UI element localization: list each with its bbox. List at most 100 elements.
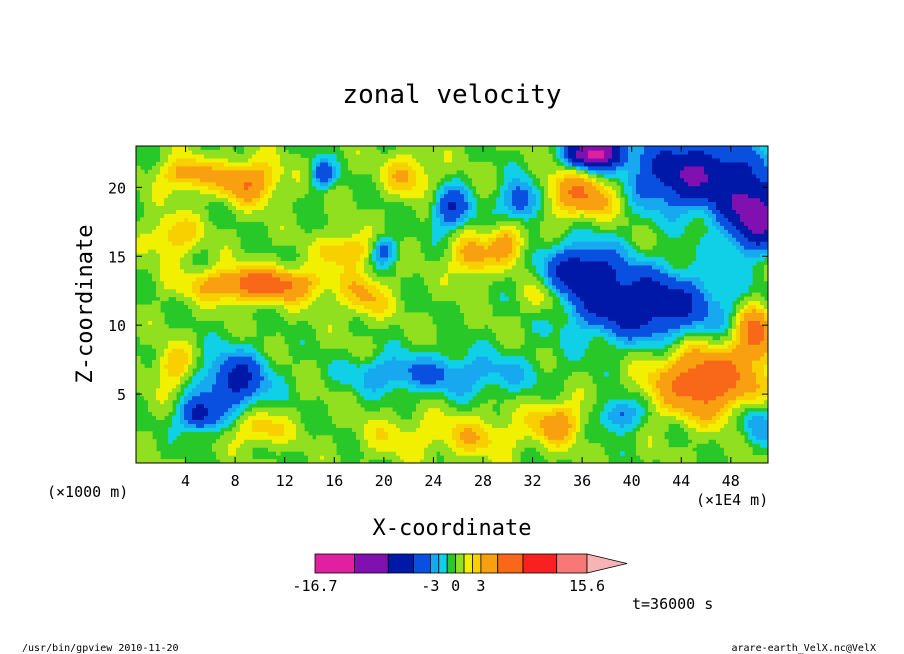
field-cell xyxy=(660,320,665,325)
field-cell xyxy=(172,340,177,345)
field-cell xyxy=(704,387,709,393)
field-cell xyxy=(248,375,253,381)
field-cell xyxy=(740,395,745,401)
field-cell xyxy=(140,431,145,436)
field-cell xyxy=(576,451,581,456)
field-cell xyxy=(304,375,309,381)
field-cell xyxy=(412,423,417,428)
field-cell xyxy=(732,344,737,349)
field-cell xyxy=(496,352,501,357)
field-cell xyxy=(164,356,169,361)
field-cell xyxy=(156,336,161,341)
field-cell xyxy=(696,328,701,333)
field-cell xyxy=(284,316,289,321)
field-cell xyxy=(492,439,497,444)
field-cell xyxy=(280,447,285,452)
field-cell xyxy=(556,407,561,413)
field-cell xyxy=(660,296,665,302)
field-cell xyxy=(504,375,509,381)
field-cell xyxy=(656,300,661,306)
field-cell xyxy=(668,312,673,317)
field-cell xyxy=(312,288,317,294)
field-cell xyxy=(444,439,449,444)
field-cell xyxy=(560,344,565,349)
field-cell xyxy=(240,419,245,424)
field-cell xyxy=(744,399,749,405)
field-cell xyxy=(208,344,213,349)
field-cell xyxy=(280,443,285,448)
field-cell xyxy=(436,447,441,452)
field-cell xyxy=(292,407,297,413)
field-cell xyxy=(644,356,649,361)
field-cell xyxy=(200,423,205,428)
field-cell xyxy=(236,395,241,401)
field-cell xyxy=(336,411,341,417)
field-cell xyxy=(756,419,761,424)
field-cell xyxy=(464,443,469,448)
field-cell xyxy=(328,288,333,294)
field-cell xyxy=(476,312,481,317)
field-cell xyxy=(220,379,225,385)
field-cell xyxy=(440,419,445,424)
field-cell xyxy=(600,312,605,317)
field-cell xyxy=(696,395,701,401)
field-cell xyxy=(692,407,697,413)
field-cell xyxy=(152,340,157,345)
field-cell xyxy=(496,367,501,373)
field-cell xyxy=(556,395,561,401)
field-cell xyxy=(380,443,385,448)
field-cell xyxy=(552,435,557,440)
field-cell xyxy=(764,431,768,436)
field-cell xyxy=(620,371,625,377)
field-cell xyxy=(688,451,693,456)
field-cell xyxy=(260,304,265,310)
field-cell xyxy=(244,332,249,337)
field-cell xyxy=(504,459,509,463)
field-cell xyxy=(188,328,193,333)
field-cell xyxy=(496,363,501,369)
field-cell xyxy=(720,371,725,377)
field-cell xyxy=(468,356,473,361)
field-cell xyxy=(616,344,621,349)
field-cell xyxy=(548,407,553,413)
field-cell xyxy=(152,332,157,337)
field-cell xyxy=(272,387,277,393)
field-cell xyxy=(640,352,645,357)
field-cell xyxy=(748,296,753,302)
field-cell xyxy=(224,431,229,436)
field-cell xyxy=(272,371,277,377)
field-cell xyxy=(340,395,345,401)
field-cell xyxy=(240,431,245,436)
field-cell xyxy=(284,423,289,428)
field-cell xyxy=(244,387,249,393)
field-cell xyxy=(244,296,249,302)
field-cell xyxy=(544,359,549,365)
field-cell xyxy=(480,439,485,444)
field-cell xyxy=(656,427,661,432)
field-cell xyxy=(284,391,289,397)
field-cell xyxy=(468,443,473,448)
field-cell xyxy=(456,431,461,436)
field-cell xyxy=(468,395,473,401)
field-cell xyxy=(572,296,577,302)
field-cell xyxy=(752,391,757,397)
field-cell xyxy=(732,423,737,428)
field-cell xyxy=(568,352,573,357)
field-cell xyxy=(704,336,709,341)
field-cell xyxy=(560,399,565,405)
field-cell xyxy=(256,407,261,413)
field-cell xyxy=(292,292,297,298)
field-cell xyxy=(224,304,229,310)
field-cell xyxy=(236,304,241,310)
field-cell xyxy=(256,375,261,381)
field-cell xyxy=(488,431,493,436)
field-cell xyxy=(576,344,581,349)
field-cell xyxy=(152,399,157,405)
field-cell xyxy=(728,340,733,345)
field-cell xyxy=(684,427,689,432)
field-cell xyxy=(616,332,621,337)
field-cell xyxy=(680,296,685,302)
field-cell xyxy=(700,399,705,405)
field-cell xyxy=(644,379,649,385)
field-cell xyxy=(720,375,725,381)
